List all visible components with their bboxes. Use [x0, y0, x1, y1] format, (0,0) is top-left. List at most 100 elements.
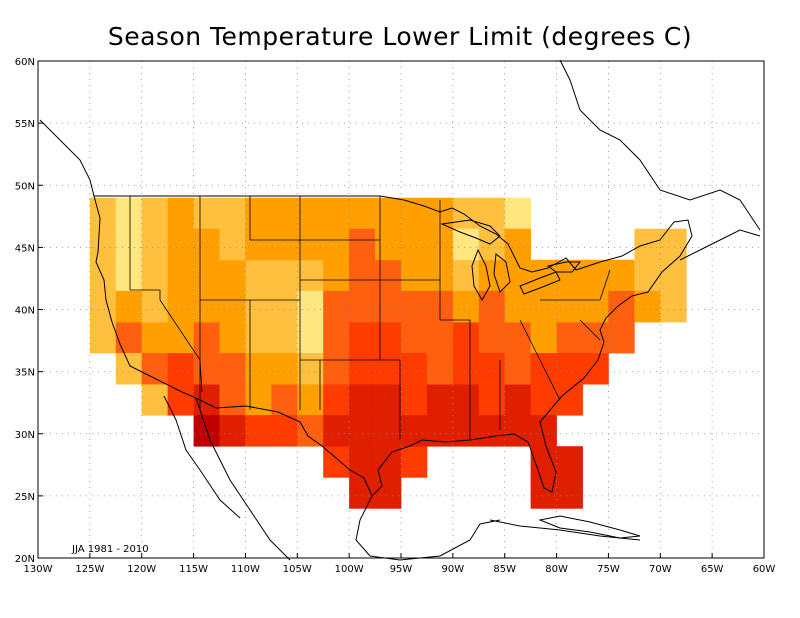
temperature-cell [297, 353, 324, 385]
temperature-cell [349, 259, 376, 292]
temperature-cell [530, 446, 557, 478]
temperature-cell [504, 197, 531, 230]
temperature-cell [141, 353, 168, 385]
temperature-cell [219, 321, 246, 354]
temperature-cell [219, 228, 246, 261]
temperature-cell [323, 446, 350, 478]
temperature-cell [375, 290, 402, 323]
temperature-cell [271, 259, 298, 292]
longitude-label: 100W [335, 564, 364, 575]
temperature-cell [297, 290, 324, 323]
temperature-cell [297, 415, 324, 447]
temperature-cell [141, 228, 168, 261]
temperature-cell [219, 384, 246, 416]
temperature-grid [89, 197, 687, 509]
temperature-cell [245, 384, 272, 416]
temperature-cell [271, 228, 298, 261]
temperature-cell [167, 290, 194, 323]
temperature-cell [452, 290, 480, 323]
temperature-cell [608, 321, 635, 354]
temperature-cell [426, 321, 454, 354]
us-border-outline [93, 195, 693, 497]
temperature-cell [219, 415, 246, 447]
latitude-label: 60N [15, 57, 35, 68]
temperature-cell [478, 415, 506, 447]
temperature-cell [89, 321, 117, 354]
latitude-label: 25N [15, 492, 35, 503]
temperature-cell [660, 290, 687, 323]
temperature-cell [504, 290, 531, 323]
longitude-label: 95W [390, 564, 413, 575]
temperature-cell [634, 259, 661, 292]
temperature-cell [297, 259, 324, 292]
temperature-cell [167, 259, 194, 292]
temperature-cell [530, 384, 557, 416]
temperature-cell [452, 353, 480, 385]
season-period-note: JJA 1981 - 2010 [71, 544, 149, 555]
temperature-cell [375, 228, 402, 261]
temperature-cell [375, 259, 402, 292]
temperature-cell [452, 415, 480, 447]
temperature-cell [89, 228, 117, 261]
temperature-cell [245, 197, 272, 230]
temperature-cell [349, 415, 376, 447]
temperature-cell [349, 353, 376, 385]
longitude-label: 65W [701, 564, 724, 575]
temperature-cell [115, 197, 143, 230]
longitude-label: 75W [597, 564, 620, 575]
temperature-cell [426, 384, 454, 416]
temperature-cell [556, 259, 583, 292]
temperature-cell [478, 384, 506, 416]
state-borders [129, 196, 611, 440]
temperature-cell [271, 353, 298, 385]
longitude-label: 105W [283, 564, 312, 575]
temperature-cell [452, 228, 480, 261]
temperature-cell [478, 197, 506, 230]
temperature-cell [608, 259, 635, 292]
graticule [38, 61, 764, 558]
temperature-cell [608, 290, 635, 323]
temperature-cell [141, 290, 168, 323]
temperature-cell [193, 384, 220, 416]
temperature-cell [297, 228, 324, 261]
temperature-cell [349, 446, 376, 478]
cuba-outline [538, 515, 641, 539]
temperature-cell [323, 415, 350, 447]
temperature-cell [167, 353, 194, 385]
temperature-cell [115, 259, 143, 292]
longitude-label: 80W [545, 564, 568, 575]
temperature-cell [219, 259, 246, 292]
temperature-cell [401, 446, 428, 478]
temperature-cell [219, 290, 246, 323]
temperature-cell [478, 290, 506, 323]
temperature-cell [426, 353, 454, 385]
temperature-cell [297, 384, 324, 416]
latitude-label: 50N [15, 181, 35, 192]
temperature-cell [401, 197, 428, 230]
temperature-cell [271, 415, 298, 447]
temperature-cell [193, 353, 220, 385]
temperature-cell [271, 321, 298, 354]
temperature-cell [401, 384, 428, 416]
longitude-label: 90W [442, 564, 465, 575]
temperature-cell [504, 353, 531, 385]
temperature-cell [323, 321, 350, 354]
temperature-cell [245, 415, 272, 447]
temperature-cell [323, 228, 350, 261]
temperature-cell [349, 197, 376, 230]
temperature-cell [219, 353, 246, 385]
temperature-cell [141, 384, 168, 416]
temperature-cell [167, 321, 194, 354]
latitude-label: 35N [15, 368, 35, 379]
temperature-cell [401, 321, 428, 354]
temperature-cell [530, 290, 557, 323]
temperature-cell [115, 290, 143, 323]
temperature-cell [349, 228, 376, 261]
temperature-cell [271, 384, 298, 416]
map-title: Season Temperature Lower Limit (degrees … [107, 22, 693, 51]
temperature-cell [478, 321, 506, 354]
temperature-cell [245, 290, 272, 323]
temperature-cell [478, 228, 506, 261]
temperature-cell [401, 290, 428, 323]
